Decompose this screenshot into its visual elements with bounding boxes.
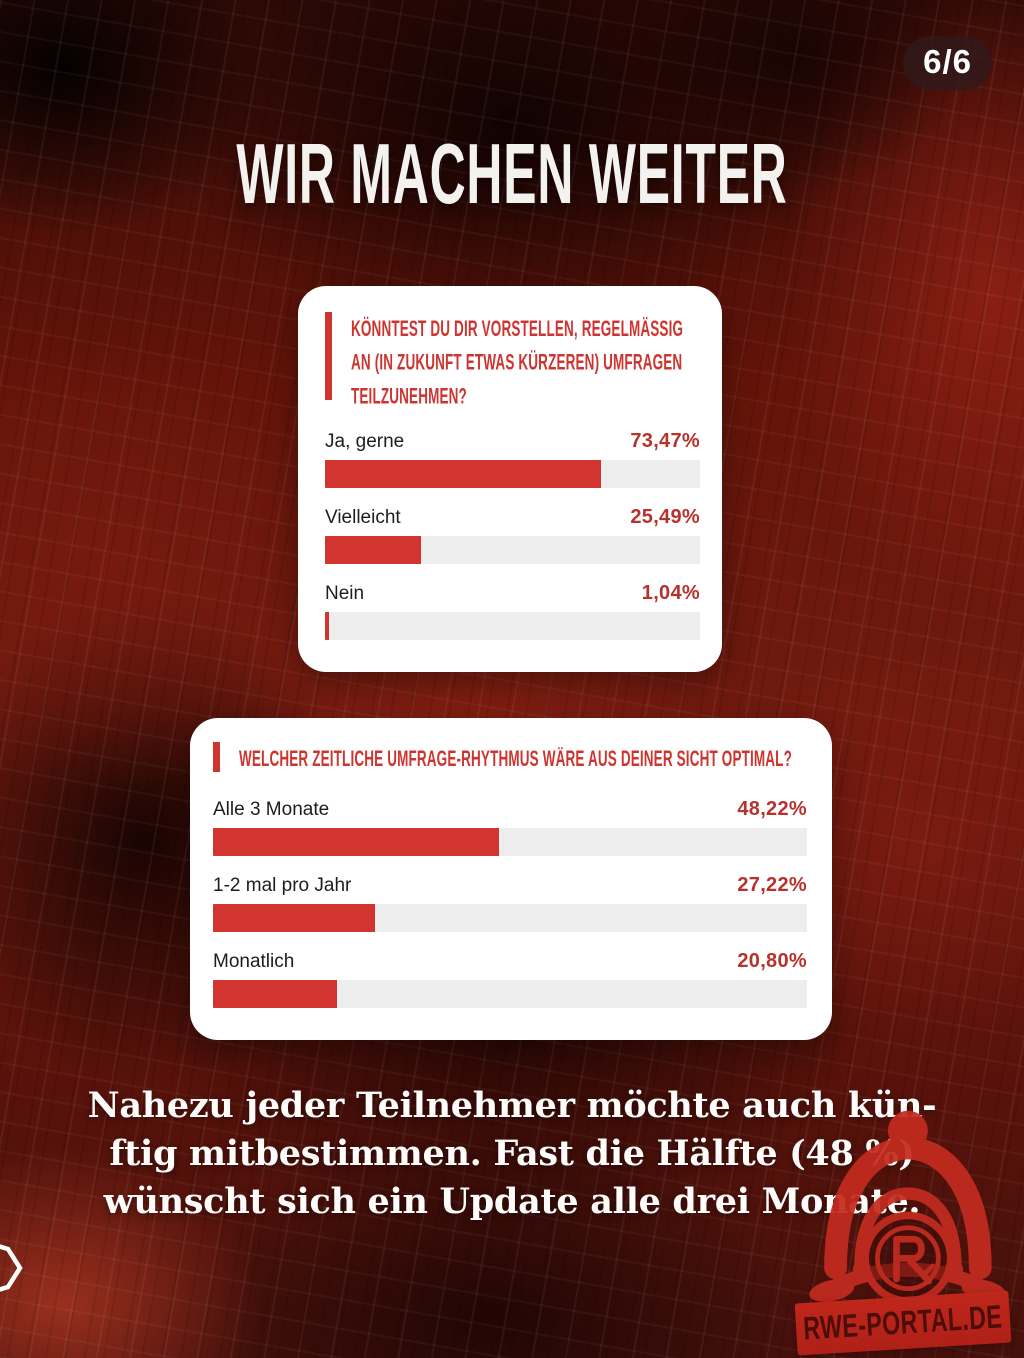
answer-label: Ja, gerne	[325, 431, 405, 452]
question-header: WELCHER ZEITLICHE UMFRAGE-RHYTHMUS WÄRE …	[213, 742, 807, 784]
bar-track	[325, 536, 700, 564]
summary-line: ftig mitbestimmen. Fast die Hälfte (48 %…	[109, 1133, 915, 1174]
answer-label: Nein	[325, 583, 365, 604]
question-text: WELCHER ZEITLICHE UMFRAGE-RHYTHMUS WÄRE …	[239, 742, 792, 795]
survey-card-rhythmus: WELCHER ZEITLICHE UMFRAGE-RHYTHMUS WÄRE …	[190, 718, 832, 1040]
question-accent-bar	[213, 742, 220, 772]
answer-percent: 25,49%	[630, 506, 700, 528]
answer-label: Alle 3 Monate	[213, 799, 330, 820]
bar-fill	[213, 828, 500, 856]
answer-row: Ja, gerne 73,47%	[325, 430, 700, 488]
question-line: KÖNNTEST DU DIR VORSTELLEN, REGELMÄSSIG	[351, 315, 684, 341]
bar-track	[325, 460, 700, 488]
question-line: AN (IN ZUKUNFT ETWAS KÜRZEREN) UMFRAGEN	[351, 349, 683, 375]
page-title: WIR MACHEN WEITER	[236, 125, 788, 222]
answer-label: Monatlich	[213, 951, 295, 972]
watermark-text: RWE-PORTAL.DE	[802, 1298, 1004, 1347]
answer-label: 1-2 mal pro Jahr	[213, 875, 352, 896]
answer-percent: 48,22%	[737, 798, 807, 820]
question-text: KÖNNTEST DU DIR VORSTELLEN, REGELMÄSSIG …	[351, 312, 683, 450]
answer-percent: 27,22%	[737, 874, 807, 896]
bar-track	[213, 828, 807, 856]
rwe-mascot-icon	[809, 1110, 1007, 1305]
page-counter-badge: 6/6	[903, 36, 992, 90]
summary-text: Nahezu jeder Teilnehmer möchte auch kün-…	[0, 1082, 1024, 1226]
question-accent-bar	[325, 312, 332, 400]
answer-label: Vielleicht	[325, 507, 401, 528]
bar-fill	[213, 904, 375, 932]
answer-row: 1-2 mal pro Jahr 27,22%	[213, 874, 807, 932]
answer-row: Alle 3 Monate 48,22%	[213, 798, 807, 856]
question-line: WELCHER ZEITLICHE UMFRAGE-RHYTHMUS WÄRE …	[239, 745, 792, 771]
answer-row: Vielleicht 25,49%	[325, 506, 700, 564]
bar-fill	[325, 460, 601, 488]
mascot-head	[887, 1110, 928, 1151]
bar-fill	[325, 536, 421, 564]
bar-track	[213, 904, 807, 932]
answer-row: Monatlich 20,80%	[213, 950, 807, 1008]
question-header: KÖNNTEST DU DIR VORSTELLEN, REGELMÄSSIG …	[325, 312, 700, 422]
bar-track	[213, 980, 807, 1008]
answer-percent: 20,80%	[737, 950, 807, 972]
bar-track	[325, 612, 700, 640]
answer-row: Nein 1,04%	[325, 582, 700, 640]
rwe-badge-icon	[861, 1211, 955, 1305]
summary-line: wünscht sich ein Update alle drei Monate…	[103, 1181, 921, 1222]
answer-percent: 73,47%	[630, 430, 700, 452]
survey-card-teilnahme: KÖNNTEST DU DIR VORSTELLEN, REGELMÄSSIG …	[298, 286, 722, 672]
bar-fill	[213, 980, 337, 1008]
answer-percent: 1,04%	[641, 582, 700, 604]
hexagon-fragment-icon	[0, 1244, 23, 1292]
summary-line: Nahezu jeder Teilnehmer möchte auch kün-	[87, 1085, 937, 1126]
question-line: TEILZUNEHMEN?	[351, 383, 467, 409]
watermark: RWE-PORTAL.DE	[794, 1106, 1016, 1356]
bar-fill	[325, 612, 329, 640]
